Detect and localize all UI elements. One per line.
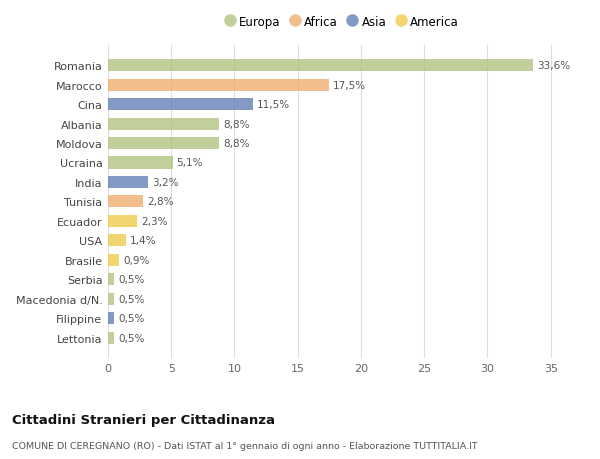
Bar — [108, 215, 137, 227]
Bar — [108, 196, 143, 208]
Text: 3,2%: 3,2% — [152, 178, 179, 188]
Text: 2,8%: 2,8% — [147, 197, 174, 207]
Text: 0,5%: 0,5% — [118, 313, 145, 324]
Text: 8,8%: 8,8% — [223, 119, 250, 129]
Text: 5,1%: 5,1% — [176, 158, 203, 168]
Text: Cittadini Stranieri per Cittadinanza: Cittadini Stranieri per Cittadinanza — [12, 413, 275, 426]
Bar — [108, 79, 329, 91]
Bar — [108, 254, 119, 266]
Bar — [108, 99, 253, 111]
Bar — [108, 274, 115, 285]
Text: 0,5%: 0,5% — [118, 274, 145, 285]
Bar — [108, 293, 115, 305]
Bar — [108, 157, 173, 169]
Text: 8,8%: 8,8% — [223, 139, 250, 149]
Text: 0,9%: 0,9% — [123, 255, 149, 265]
Bar — [108, 332, 115, 344]
Text: 17,5%: 17,5% — [333, 80, 366, 90]
Text: 0,5%: 0,5% — [118, 333, 145, 343]
Bar — [108, 177, 148, 189]
Text: 11,5%: 11,5% — [257, 100, 290, 110]
Bar — [108, 60, 533, 72]
Bar — [108, 138, 220, 150]
Text: 1,4%: 1,4% — [130, 236, 156, 246]
Text: COMUNE DI CEREGNANO (RO) - Dati ISTAT al 1° gennaio di ogni anno - Elaborazione : COMUNE DI CEREGNANO (RO) - Dati ISTAT al… — [12, 441, 478, 450]
Text: 2,3%: 2,3% — [141, 216, 167, 226]
Bar — [108, 118, 220, 130]
Text: 0,5%: 0,5% — [118, 294, 145, 304]
Text: 33,6%: 33,6% — [537, 61, 570, 71]
Bar — [108, 235, 126, 247]
Bar — [108, 313, 115, 325]
Legend: Europa, Africa, Asia, America: Europa, Africa, Asia, America — [220, 11, 464, 34]
